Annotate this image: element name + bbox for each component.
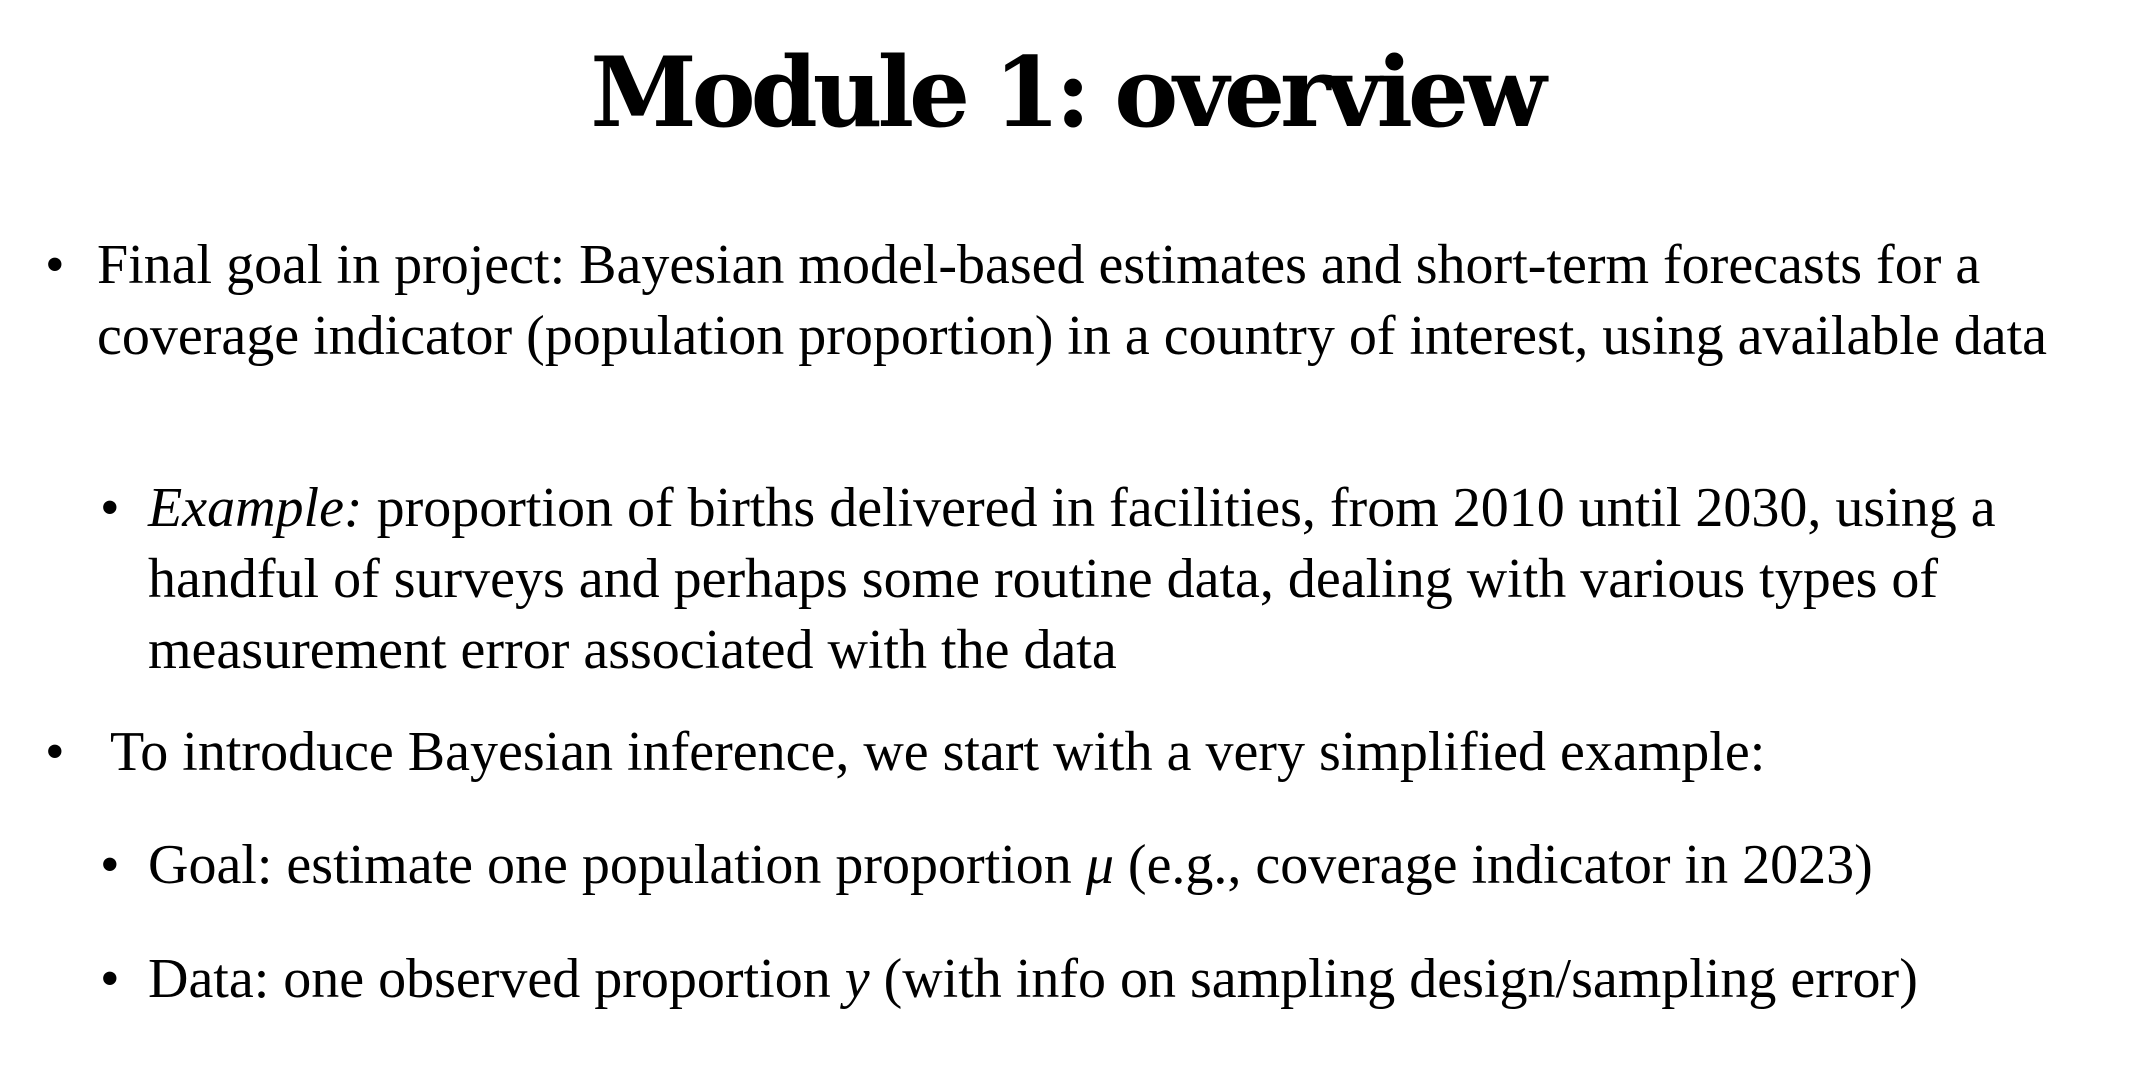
bullet-marker: •	[45, 234, 65, 296]
mu-symbol: μ	[1085, 834, 1114, 896]
bullet-marker: •	[45, 721, 65, 783]
sub-bullet-item: • Data: one observed proportion y (with …	[100, 944, 2108, 1015]
sub-bullet-item: • Example: proportion of births delivere…	[100, 473, 2078, 686]
sub-bullet-text: Data: one observed proportion	[148, 948, 845, 1010]
sub-bullet-text: proportion of births delivered in facili…	[148, 477, 1996, 681]
bullet-marker: •	[100, 834, 120, 896]
sub-bullet-text-tail: (e.g., coverage indicator in 2023)	[1113, 834, 1873, 896]
page-title: Module 1: overview	[590, 36, 1546, 149]
bullet-marker: •	[100, 477, 120, 539]
bullet-item: • Final goal in project: Bayesian model-…	[45, 230, 2087, 372]
sub-bullet-item: • Goal: estimate one population proporti…	[100, 830, 2108, 901]
bullet-item: • To introduce Bayesian inference, we st…	[45, 717, 2090, 788]
bullet-marker: •	[100, 948, 120, 1010]
example-label: Example:	[148, 477, 363, 539]
bullet-text: To introduce Bayesian inference, we star…	[110, 721, 1766, 783]
y-symbol: y	[844, 948, 870, 1010]
sub-bullet-text-tail: (with info on sampling design/sampling e…	[869, 948, 1918, 1010]
bullet-text: Final goal in project: Bayesian model-ba…	[97, 234, 2048, 367]
sub-bullet-text: Goal: estimate one population proportion	[148, 834, 1086, 896]
